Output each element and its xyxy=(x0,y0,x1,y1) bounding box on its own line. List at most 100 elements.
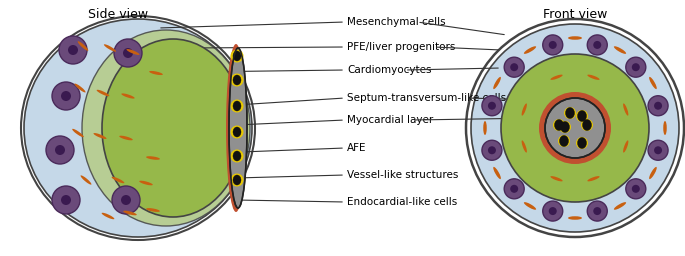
Circle shape xyxy=(504,57,524,77)
Ellipse shape xyxy=(623,103,628,116)
Circle shape xyxy=(52,82,80,110)
Ellipse shape xyxy=(554,120,564,131)
Ellipse shape xyxy=(577,111,586,122)
Circle shape xyxy=(230,125,243,138)
Ellipse shape xyxy=(577,137,586,148)
Circle shape xyxy=(510,185,518,193)
Ellipse shape xyxy=(102,39,244,217)
Ellipse shape xyxy=(521,140,527,153)
Circle shape xyxy=(59,36,87,64)
Ellipse shape xyxy=(146,208,160,212)
Ellipse shape xyxy=(493,77,501,89)
Circle shape xyxy=(576,110,588,122)
Ellipse shape xyxy=(226,44,246,212)
Circle shape xyxy=(123,48,133,58)
Circle shape xyxy=(543,201,563,221)
Circle shape xyxy=(549,207,557,215)
Ellipse shape xyxy=(614,46,626,54)
Circle shape xyxy=(648,140,668,160)
Circle shape xyxy=(581,119,593,131)
Ellipse shape xyxy=(663,121,667,135)
Circle shape xyxy=(587,35,608,55)
Circle shape xyxy=(632,63,640,71)
Ellipse shape xyxy=(566,108,575,119)
Ellipse shape xyxy=(123,211,137,215)
Ellipse shape xyxy=(483,121,487,135)
Ellipse shape xyxy=(233,101,241,111)
Ellipse shape xyxy=(229,48,247,208)
Ellipse shape xyxy=(524,46,536,54)
Circle shape xyxy=(654,102,662,110)
Ellipse shape xyxy=(82,30,250,226)
Ellipse shape xyxy=(524,202,536,210)
Circle shape xyxy=(112,186,140,214)
Ellipse shape xyxy=(568,36,582,40)
Text: Septum-transversum-like cells: Septum-transversum-like cells xyxy=(347,93,506,103)
Circle shape xyxy=(510,63,518,71)
Circle shape xyxy=(61,91,71,101)
Ellipse shape xyxy=(149,71,163,75)
Ellipse shape xyxy=(75,83,86,92)
Ellipse shape xyxy=(614,202,626,210)
Circle shape xyxy=(501,54,649,202)
Circle shape xyxy=(470,23,680,233)
Circle shape xyxy=(559,121,571,133)
Circle shape xyxy=(230,150,243,163)
Ellipse shape xyxy=(77,41,88,51)
Text: Front view: Front view xyxy=(543,8,607,21)
Circle shape xyxy=(488,146,496,154)
Circle shape xyxy=(587,201,608,221)
Ellipse shape xyxy=(121,93,135,99)
Circle shape xyxy=(593,207,601,215)
Ellipse shape xyxy=(551,176,562,181)
Text: PFE/liver progenitors: PFE/liver progenitors xyxy=(347,42,456,52)
Ellipse shape xyxy=(233,51,241,61)
Circle shape xyxy=(230,100,243,112)
Ellipse shape xyxy=(587,176,599,181)
Circle shape xyxy=(539,92,611,164)
Circle shape xyxy=(549,41,557,49)
Circle shape xyxy=(576,137,588,149)
Ellipse shape xyxy=(560,122,569,133)
Circle shape xyxy=(504,179,524,199)
Ellipse shape xyxy=(72,129,84,137)
Circle shape xyxy=(482,96,502,116)
Text: Side view: Side view xyxy=(88,8,148,21)
Ellipse shape xyxy=(649,77,657,89)
Circle shape xyxy=(230,49,243,62)
Ellipse shape xyxy=(127,49,140,55)
Ellipse shape xyxy=(551,75,562,80)
Circle shape xyxy=(558,135,570,147)
Circle shape xyxy=(52,186,80,214)
Circle shape xyxy=(564,107,576,119)
Ellipse shape xyxy=(24,19,252,237)
Text: Mesenchymal cells: Mesenchymal cells xyxy=(347,17,446,27)
Circle shape xyxy=(471,24,679,232)
Circle shape xyxy=(466,19,684,237)
Ellipse shape xyxy=(139,181,153,185)
Circle shape xyxy=(593,41,601,49)
Ellipse shape xyxy=(21,16,255,240)
Ellipse shape xyxy=(104,44,116,52)
Ellipse shape xyxy=(587,75,599,80)
Ellipse shape xyxy=(233,75,241,85)
Text: Cardiomyocytes: Cardiomyocytes xyxy=(347,65,432,75)
Circle shape xyxy=(482,140,502,160)
Circle shape xyxy=(626,57,646,77)
Circle shape xyxy=(46,136,74,164)
Ellipse shape xyxy=(493,167,501,179)
Circle shape xyxy=(488,102,496,110)
Ellipse shape xyxy=(112,177,125,183)
Ellipse shape xyxy=(623,140,628,153)
Circle shape xyxy=(55,145,65,155)
Ellipse shape xyxy=(560,135,569,146)
Circle shape xyxy=(121,195,131,205)
Circle shape xyxy=(553,119,565,131)
Circle shape xyxy=(61,195,71,205)
Ellipse shape xyxy=(146,156,160,160)
Circle shape xyxy=(648,96,668,116)
Circle shape xyxy=(626,179,646,199)
Circle shape xyxy=(632,185,640,193)
Text: Endocardial-like cells: Endocardial-like cells xyxy=(347,197,458,207)
Circle shape xyxy=(68,45,78,55)
